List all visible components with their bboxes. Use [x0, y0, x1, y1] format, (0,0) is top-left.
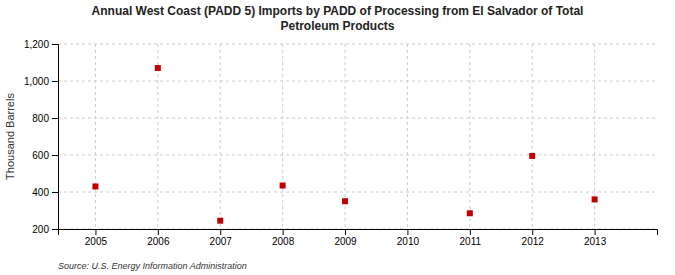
- tick: 2010: [397, 229, 420, 247]
- grid-line: [58, 155, 657, 156]
- point: [92, 183, 98, 189]
- tick: 400: [32, 187, 58, 198]
- tick-mark: [345, 229, 346, 235]
- y-axis: 200 400 600 800 1,000 1,200: [24, 39, 59, 235]
- tick-label: 2005: [85, 236, 108, 247]
- points: [92, 65, 597, 224]
- tick: 800: [32, 113, 58, 124]
- tick-mark: [407, 229, 408, 235]
- grid-line: [282, 44, 283, 229]
- tick: 2013: [584, 229, 607, 247]
- tick-label: 2007: [210, 236, 233, 247]
- grid-line: [407, 44, 408, 229]
- tick-mark: [595, 229, 596, 235]
- point: [155, 65, 161, 71]
- tick: 1,000: [24, 76, 58, 87]
- tick: 600: [32, 150, 58, 161]
- tick-label: 200: [32, 224, 49, 235]
- title-line: Petroleum Products: [280, 19, 394, 33]
- x-axis-line: [59, 230, 658, 236]
- y-axis-line: [52, 45, 59, 230]
- point: [280, 183, 286, 189]
- tick-mark: [52, 229, 58, 230]
- tick-label: 2008: [272, 236, 295, 247]
- grid-line: [58, 81, 657, 82]
- tick: 2007: [210, 229, 233, 247]
- tick-label: 800: [32, 113, 49, 124]
- tick-mark: [158, 229, 159, 235]
- tick: 2012: [522, 229, 545, 247]
- tick-label: 2009: [334, 236, 357, 247]
- point: [529, 153, 535, 159]
- point: [342, 198, 348, 204]
- grid-line: [532, 44, 533, 229]
- grid-line: [157, 44, 158, 229]
- tick-mark: [283, 229, 284, 235]
- tick-label: 2006: [147, 236, 170, 247]
- point: [467, 210, 473, 216]
- tick-mark: [52, 81, 58, 82]
- grid: [58, 44, 657, 229]
- tick: 200: [32, 224, 58, 235]
- tick-label: 600: [32, 150, 49, 161]
- y-axis-title: Thousand Barrels: [4, 93, 16, 180]
- source: Source: U.S. Energy Information Administ…: [58, 261, 247, 271]
- title-line: Annual West Coast (PADD 5) Imports by PA…: [92, 4, 584, 18]
- grid-line: [58, 44, 657, 45]
- tick: 2011: [460, 229, 482, 247]
- tick-mark: [532, 229, 533, 235]
- tick-mark: [95, 229, 96, 235]
- tick-mark: [220, 229, 221, 235]
- tick-mark: [52, 192, 58, 193]
- tick-label: 1,000: [24, 76, 49, 87]
- grid-line: [95, 44, 96, 229]
- tick-label: 2011: [460, 236, 482, 247]
- tick-label: 400: [32, 187, 49, 198]
- chart: 2005 2006 2007 2008 2009 2010 2011 2012 2013 200 4…: [0, 0, 675, 275]
- tick: 2009: [334, 229, 357, 247]
- point: [592, 196, 598, 202]
- tick-label: 2013: [584, 236, 607, 247]
- tick-mark: [52, 44, 58, 45]
- tick-mark: [52, 155, 58, 156]
- plot: 2005 2006 2007 2008 2009 2010 2011 2012 2013 200 4…: [24, 39, 658, 247]
- grid-line: [58, 118, 657, 119]
- tick-label: 2012: [522, 236, 545, 247]
- tick-mark: [470, 229, 471, 235]
- tick: 1,200: [24, 39, 58, 50]
- grid-line: [469, 44, 470, 229]
- tick: 2008: [272, 229, 295, 247]
- tick-mark: [52, 118, 58, 119]
- tick: 2006: [147, 229, 170, 247]
- tick: 2005: [85, 229, 108, 247]
- title: Annual West Coast (PADD 5) Imports by PA…: [92, 4, 584, 33]
- grid-line: [58, 192, 657, 193]
- grid-line: [220, 44, 221, 229]
- x-axis: 2005 2006 2007 2008 2009 2010 2011 2012 2013: [59, 229, 658, 247]
- tick-label: 2010: [397, 236, 420, 247]
- tick-label: 1,200: [24, 39, 49, 50]
- point: [217, 218, 223, 224]
